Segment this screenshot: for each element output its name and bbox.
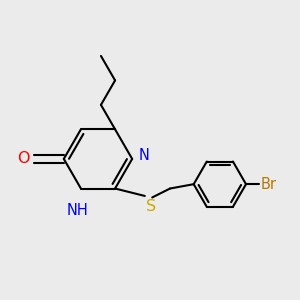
Text: S: S [146,199,156,214]
Text: Br: Br [260,177,276,192]
Text: NH: NH [67,203,89,218]
Text: O: O [17,152,30,166]
Text: N: N [139,148,150,164]
